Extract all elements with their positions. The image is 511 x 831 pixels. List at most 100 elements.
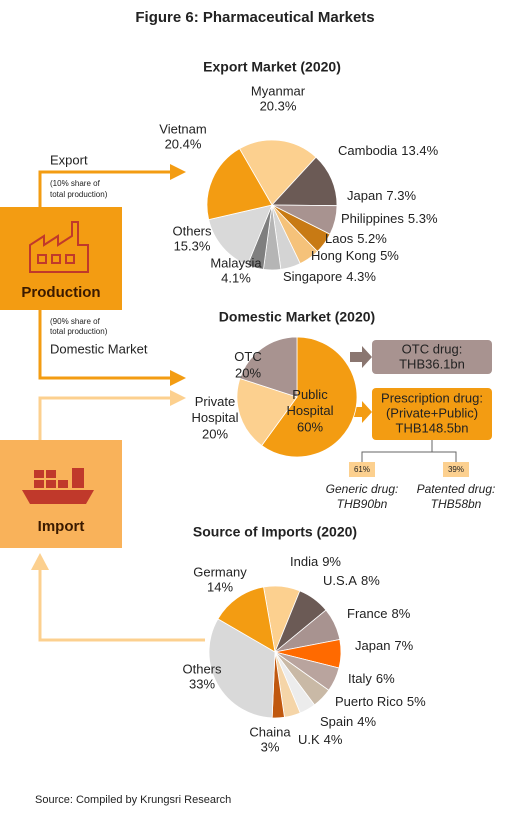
note: (10% share of [50, 179, 101, 188]
export-line [38, 170, 172, 207]
slice-value: 5.3% [408, 211, 438, 226]
slice-name: Philippines [341, 211, 404, 226]
slice-value: 4.3% [346, 269, 376, 284]
slice-value: 20.4% [165, 136, 202, 151]
slice-label: Japan 7.3% [347, 188, 416, 203]
slice-value: 3% [261, 739, 280, 754]
prescription-text: Prescription drug: [381, 390, 483, 405]
factory-icon [29, 221, 89, 273]
pie-slice [208, 204, 273, 266]
slice-label: Philippines 5.3% [341, 211, 438, 226]
export-label: Export [50, 152, 88, 167]
slice-name: Chaina [249, 724, 291, 739]
import-line [38, 396, 172, 440]
pie-slice [217, 586, 276, 653]
note: (90% share of [50, 317, 101, 326]
slice-label: U.S.A 8% [323, 573, 380, 588]
arrowhead [170, 164, 186, 180]
slice-value: 5% [380, 248, 399, 263]
patented-label: Patented drug: [417, 482, 496, 496]
slice-value: 5% [407, 694, 426, 709]
slice-name: OTC [234, 349, 261, 364]
pie-slice [271, 156, 338, 207]
slice-label: Italy 6% [348, 671, 395, 686]
prescription-box [372, 388, 492, 440]
slice-name-line: Hospital [192, 410, 239, 425]
ship-icon [22, 468, 94, 504]
slice-name-line: Hospital [287, 403, 334, 418]
slice-name: Cambodia [338, 143, 398, 158]
slice-name: Others [172, 223, 212, 238]
slice-name: Private Hospital [192, 394, 239, 425]
slice-label: Spain 4% [320, 714, 376, 729]
source-line [38, 568, 205, 642]
otc-text: OTC drug: [402, 341, 463, 356]
slice-label: Japan 7% [355, 638, 414, 653]
source: Source: Compiled by Krungsri Research [35, 794, 231, 806]
slice-name: U.S.A [323, 573, 357, 588]
pie-slice [206, 148, 273, 221]
note: total production) [50, 327, 108, 336]
slice-label: Singapore 4.3% [283, 269, 376, 284]
slice-name: Japan [355, 638, 390, 653]
slice-value: 9% [322, 554, 341, 569]
slice-value: 20% [235, 365, 261, 380]
otc-box [372, 340, 492, 374]
slice-value: 60% [297, 419, 323, 434]
flow-lines [31, 164, 457, 642]
arrowhead [31, 553, 49, 570]
arrowhead [170, 390, 186, 406]
slice-name: Public Hospital [287, 387, 334, 418]
prescription-text: (Private+Public) [386, 405, 478, 420]
slice-value: 4% [357, 714, 376, 729]
share-text: 61% [354, 465, 370, 474]
slice-value: 8% [361, 573, 380, 588]
slice-value: 4.1% [221, 270, 251, 285]
slice-value: 6% [376, 671, 395, 686]
arrow [350, 401, 372, 423]
slice-name: Japan [347, 188, 382, 203]
domestic-line [38, 310, 172, 380]
generic-label: THB90bn [337, 497, 388, 511]
import-label: Import [38, 518, 85, 535]
slice-name: Others [182, 661, 222, 676]
slice-name-line: Public [292, 387, 328, 402]
generic-label: Generic drug: [326, 482, 399, 496]
slice-name: Laos [325, 231, 354, 246]
chart-title: Domestic Market (2020) [219, 309, 375, 325]
slice-label: Cambodia 13.4% [338, 143, 439, 158]
pie-slice [238, 139, 317, 206]
slice-name: France [347, 606, 387, 621]
slice-name-line: Private [195, 394, 235, 409]
slice-value: 5.2% [357, 231, 387, 246]
slice-value: 13.4% [401, 143, 438, 158]
pie-slice [261, 336, 358, 458]
chart-title: Source of Imports (2020) [193, 524, 357, 540]
share-box [349, 462, 375, 477]
slice-value: 4% [324, 732, 343, 747]
pie-slice [236, 377, 298, 447]
slice-name: Germany [193, 564, 247, 579]
slice-name: Spain [320, 714, 353, 729]
chart-title: Export Market (2020) [203, 59, 341, 75]
slice-value: 20% [202, 426, 228, 441]
prescription-text: THB148.5bn [396, 420, 469, 435]
slice-name: U.K [298, 732, 320, 747]
production-label: Production [21, 284, 100, 301]
slice-name-line: OTC [234, 349, 261, 364]
slice-value: 7.3% [386, 188, 416, 203]
share-text: 39% [448, 465, 464, 474]
slice-value: 20.3% [260, 98, 297, 113]
slice-value: 33% [189, 676, 215, 691]
title: Figure 6: Pharmaceutical Markets [135, 9, 374, 26]
slice-label: Puerto Rico 5% [335, 694, 426, 709]
tree-line [361, 451, 457, 462]
slice-label: France 8% [347, 606, 411, 621]
slice-label: Laos 5.2% [325, 231, 387, 246]
slice-name: Italy [348, 671, 372, 686]
slice-name: Malaysia [210, 255, 262, 270]
slice-name: Myanmar [251, 83, 306, 98]
patented-label: THB58bn [431, 497, 482, 511]
slice-value: 8% [391, 606, 410, 621]
